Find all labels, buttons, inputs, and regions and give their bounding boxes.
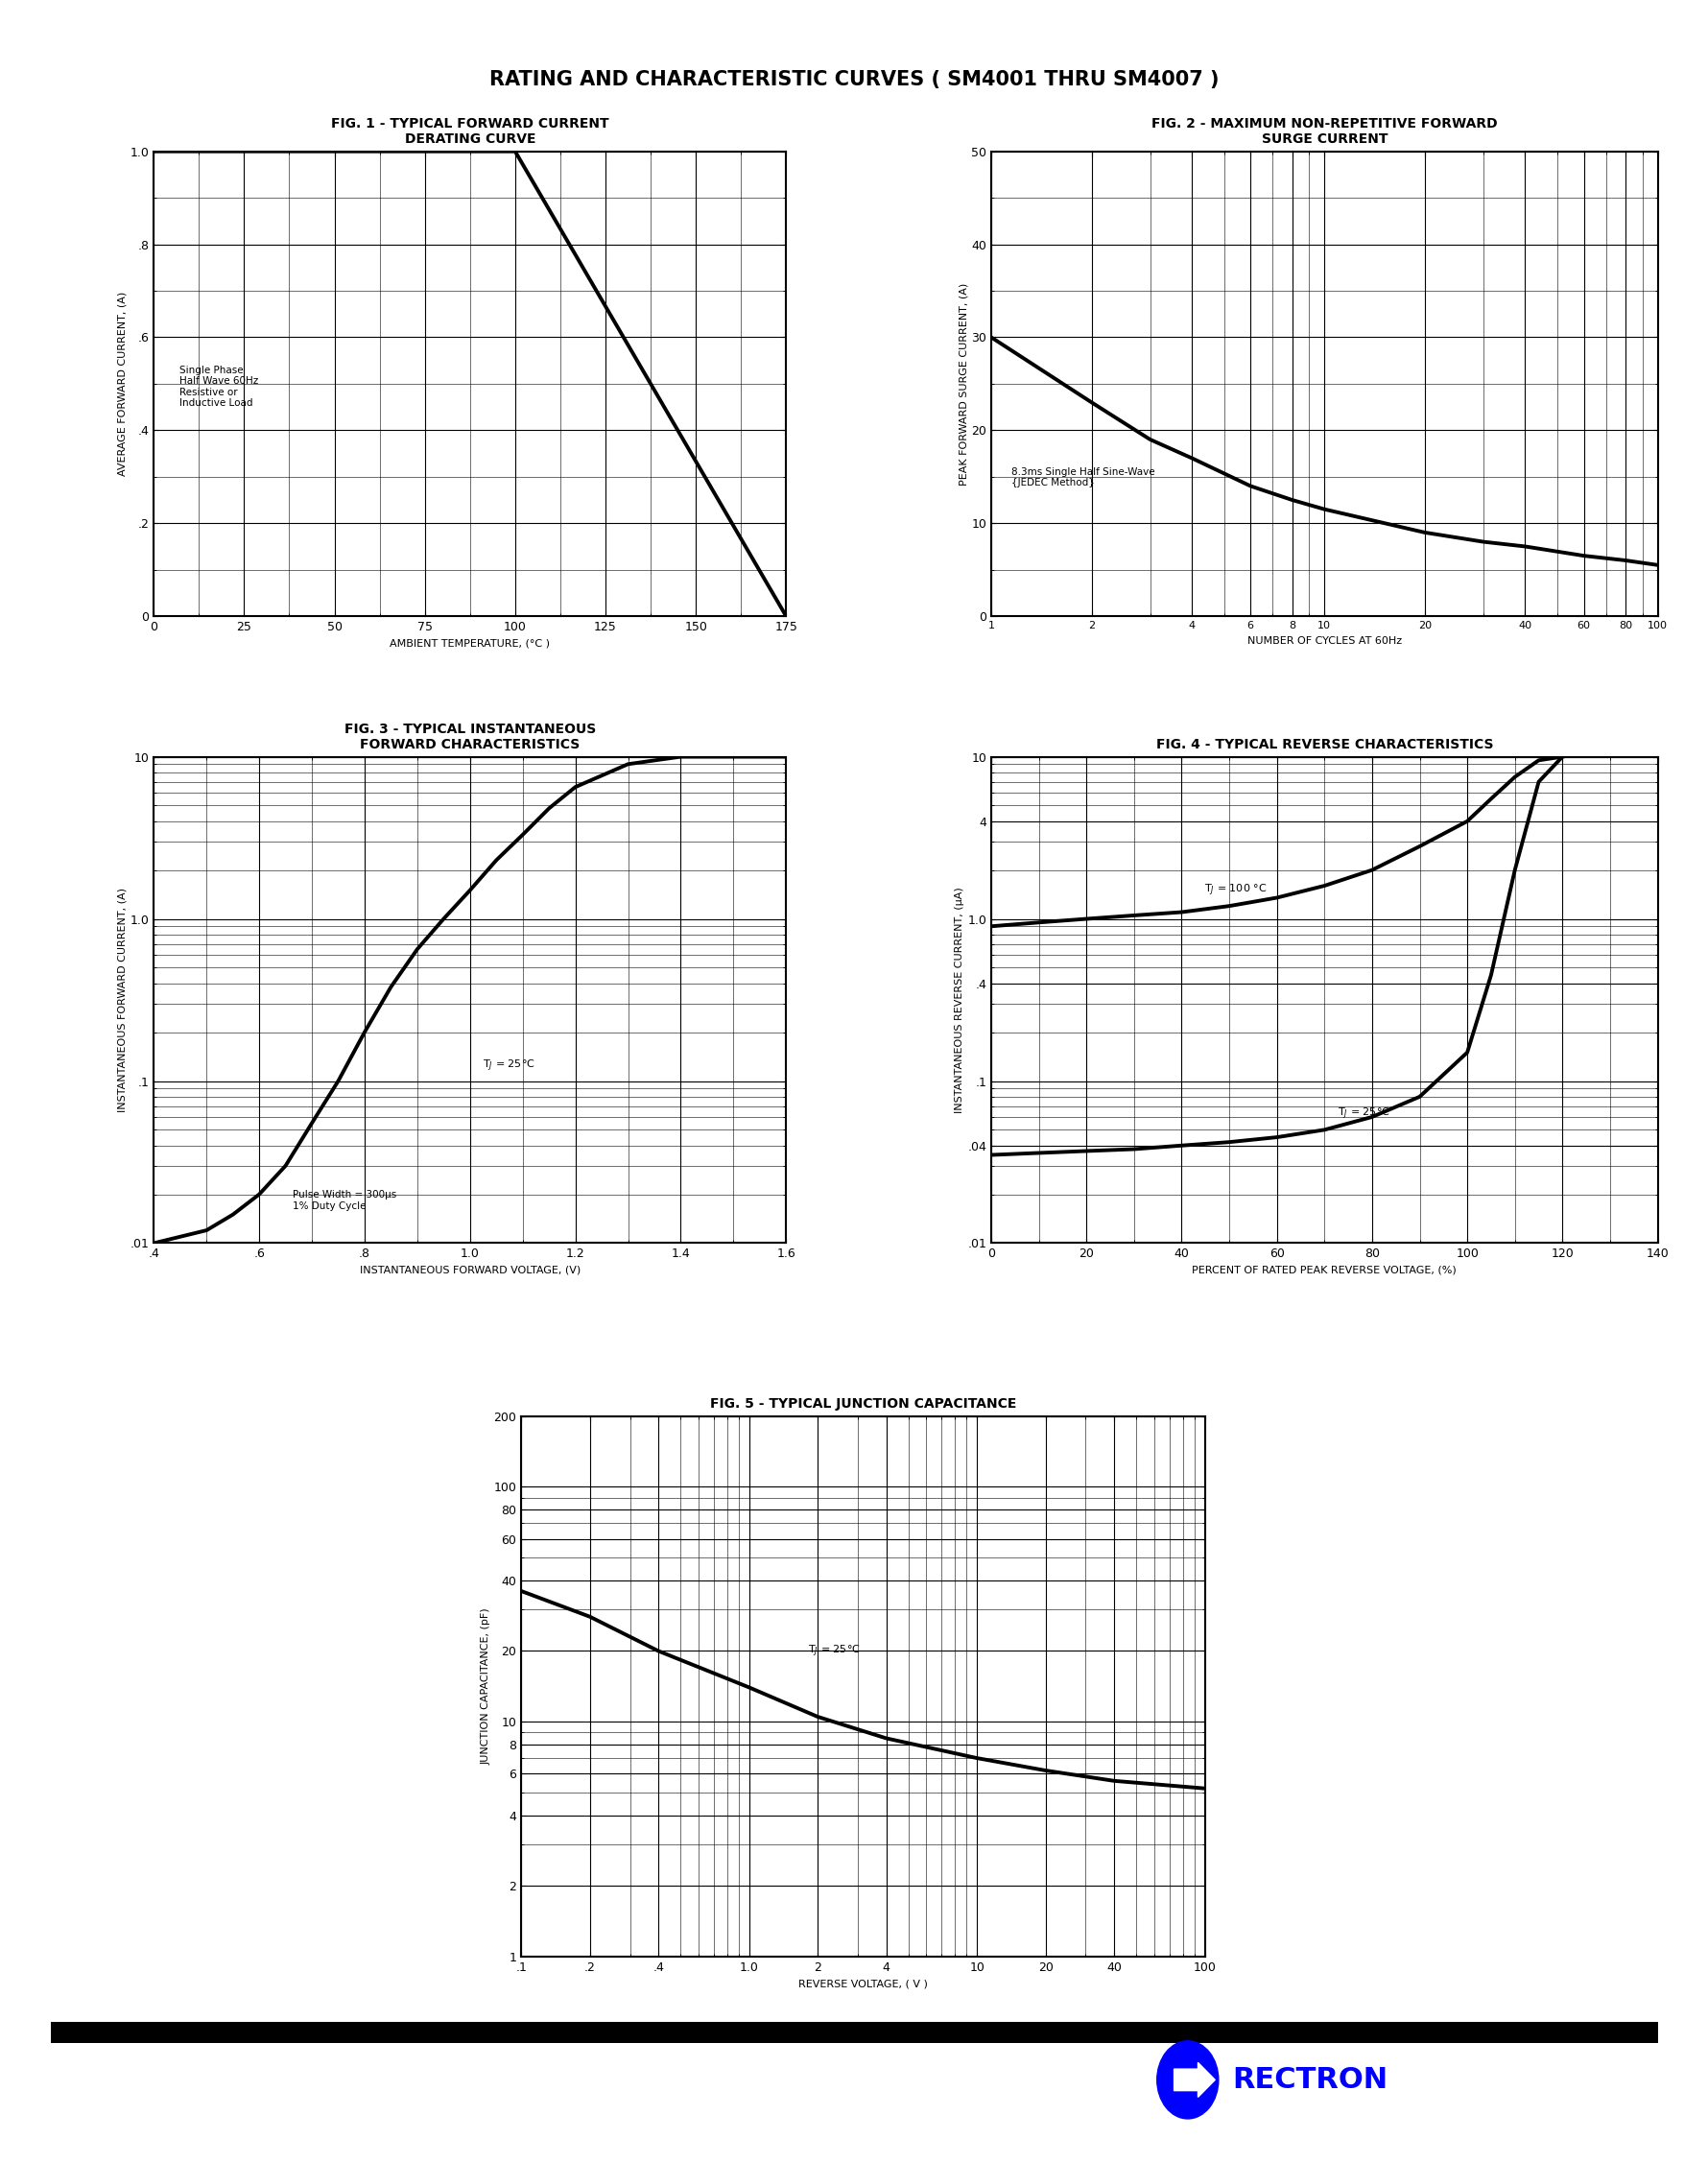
- Y-axis label: PEAK FORWARD SURGE CURRENT, (A): PEAK FORWARD SURGE CURRENT, (A): [958, 283, 968, 484]
- Text: RATING AND CHARACTERISTIC CURVES ( SM4001 THRU SM4007 ): RATING AND CHARACTERISTIC CURVES ( SM400…: [488, 71, 1220, 89]
- Text: T$_J$ = 25°C: T$_J$ = 25°C: [808, 1643, 861, 1660]
- Title: FIG. 1 - TYPICAL FORWARD CURRENT
DERATING CURVE: FIG. 1 - TYPICAL FORWARD CURRENT DERATIN…: [331, 117, 608, 147]
- X-axis label: PERCENT OF RATED PEAK REVERSE VOLTAGE, (%): PERCENT OF RATED PEAK REVERSE VOLTAGE, (…: [1192, 1265, 1455, 1276]
- X-axis label: NUMBER OF CYCLES AT 60Hz: NUMBER OF CYCLES AT 60Hz: [1247, 636, 1401, 646]
- X-axis label: REVERSE VOLTAGE, ( V ): REVERSE VOLTAGE, ( V ): [798, 1978, 927, 1989]
- Title: FIG. 5 - TYPICAL JUNCTION CAPACITANCE: FIG. 5 - TYPICAL JUNCTION CAPACITANCE: [709, 1397, 1016, 1412]
- Y-axis label: JUNCTION CAPACITANCE, (pF): JUNCTION CAPACITANCE, (pF): [482, 1609, 490, 1764]
- Y-axis label: AVERAGE FORWARD CURRENT, (A): AVERAGE FORWARD CURRENT, (A): [118, 292, 128, 476]
- Text: T$_J$ = 100 °C: T$_J$ = 100 °C: [1204, 882, 1267, 899]
- Text: Pulse Width = 300μs
1% Duty Cycle: Pulse Width = 300μs 1% Duty Cycle: [292, 1191, 396, 1211]
- Text: Single Phase
Half Wave 60Hz
Resistive or
Inductive Load: Single Phase Half Wave 60Hz Resistive or…: [179, 365, 258, 409]
- Text: RECTRON: RECTRON: [1231, 2067, 1387, 2093]
- Text: T$_J$ = 25°C: T$_J$ = 25°C: [482, 1057, 535, 1075]
- Title: FIG. 4 - TYPICAL REVERSE CHARACTERISTICS: FIG. 4 - TYPICAL REVERSE CHARACTERISTICS: [1155, 737, 1493, 752]
- Text: 8.3ms Single Half Sine-Wave
{JEDEC Method}: 8.3ms Single Half Sine-Wave {JEDEC Metho…: [1011, 467, 1155, 489]
- X-axis label: INSTANTANEOUS FORWARD VOLTAGE, (V): INSTANTANEOUS FORWARD VOLTAGE, (V): [359, 1265, 581, 1276]
- Title: FIG. 2 - MAXIMUM NON-REPETITIVE FORWARD
SURGE CURRENT: FIG. 2 - MAXIMUM NON-REPETITIVE FORWARD …: [1151, 117, 1496, 147]
- Title: FIG. 3 - TYPICAL INSTANTANEOUS
FORWARD CHARACTERISTICS: FIG. 3 - TYPICAL INSTANTANEOUS FORWARD C…: [343, 722, 596, 752]
- Y-axis label: INSTANTANEOUS FORWARD CURRENT, (A): INSTANTANEOUS FORWARD CURRENT, (A): [118, 889, 128, 1111]
- Y-axis label: INSTANTANEOUS REVERSE CURRENT, (μA): INSTANTANEOUS REVERSE CURRENT, (μA): [955, 886, 965, 1113]
- X-axis label: AMBIENT TEMPERATURE, (°C ): AMBIENT TEMPERATURE, (°C ): [389, 638, 550, 649]
- Text: T$_J$ = 25°C: T$_J$ = 25°C: [1337, 1107, 1390, 1122]
